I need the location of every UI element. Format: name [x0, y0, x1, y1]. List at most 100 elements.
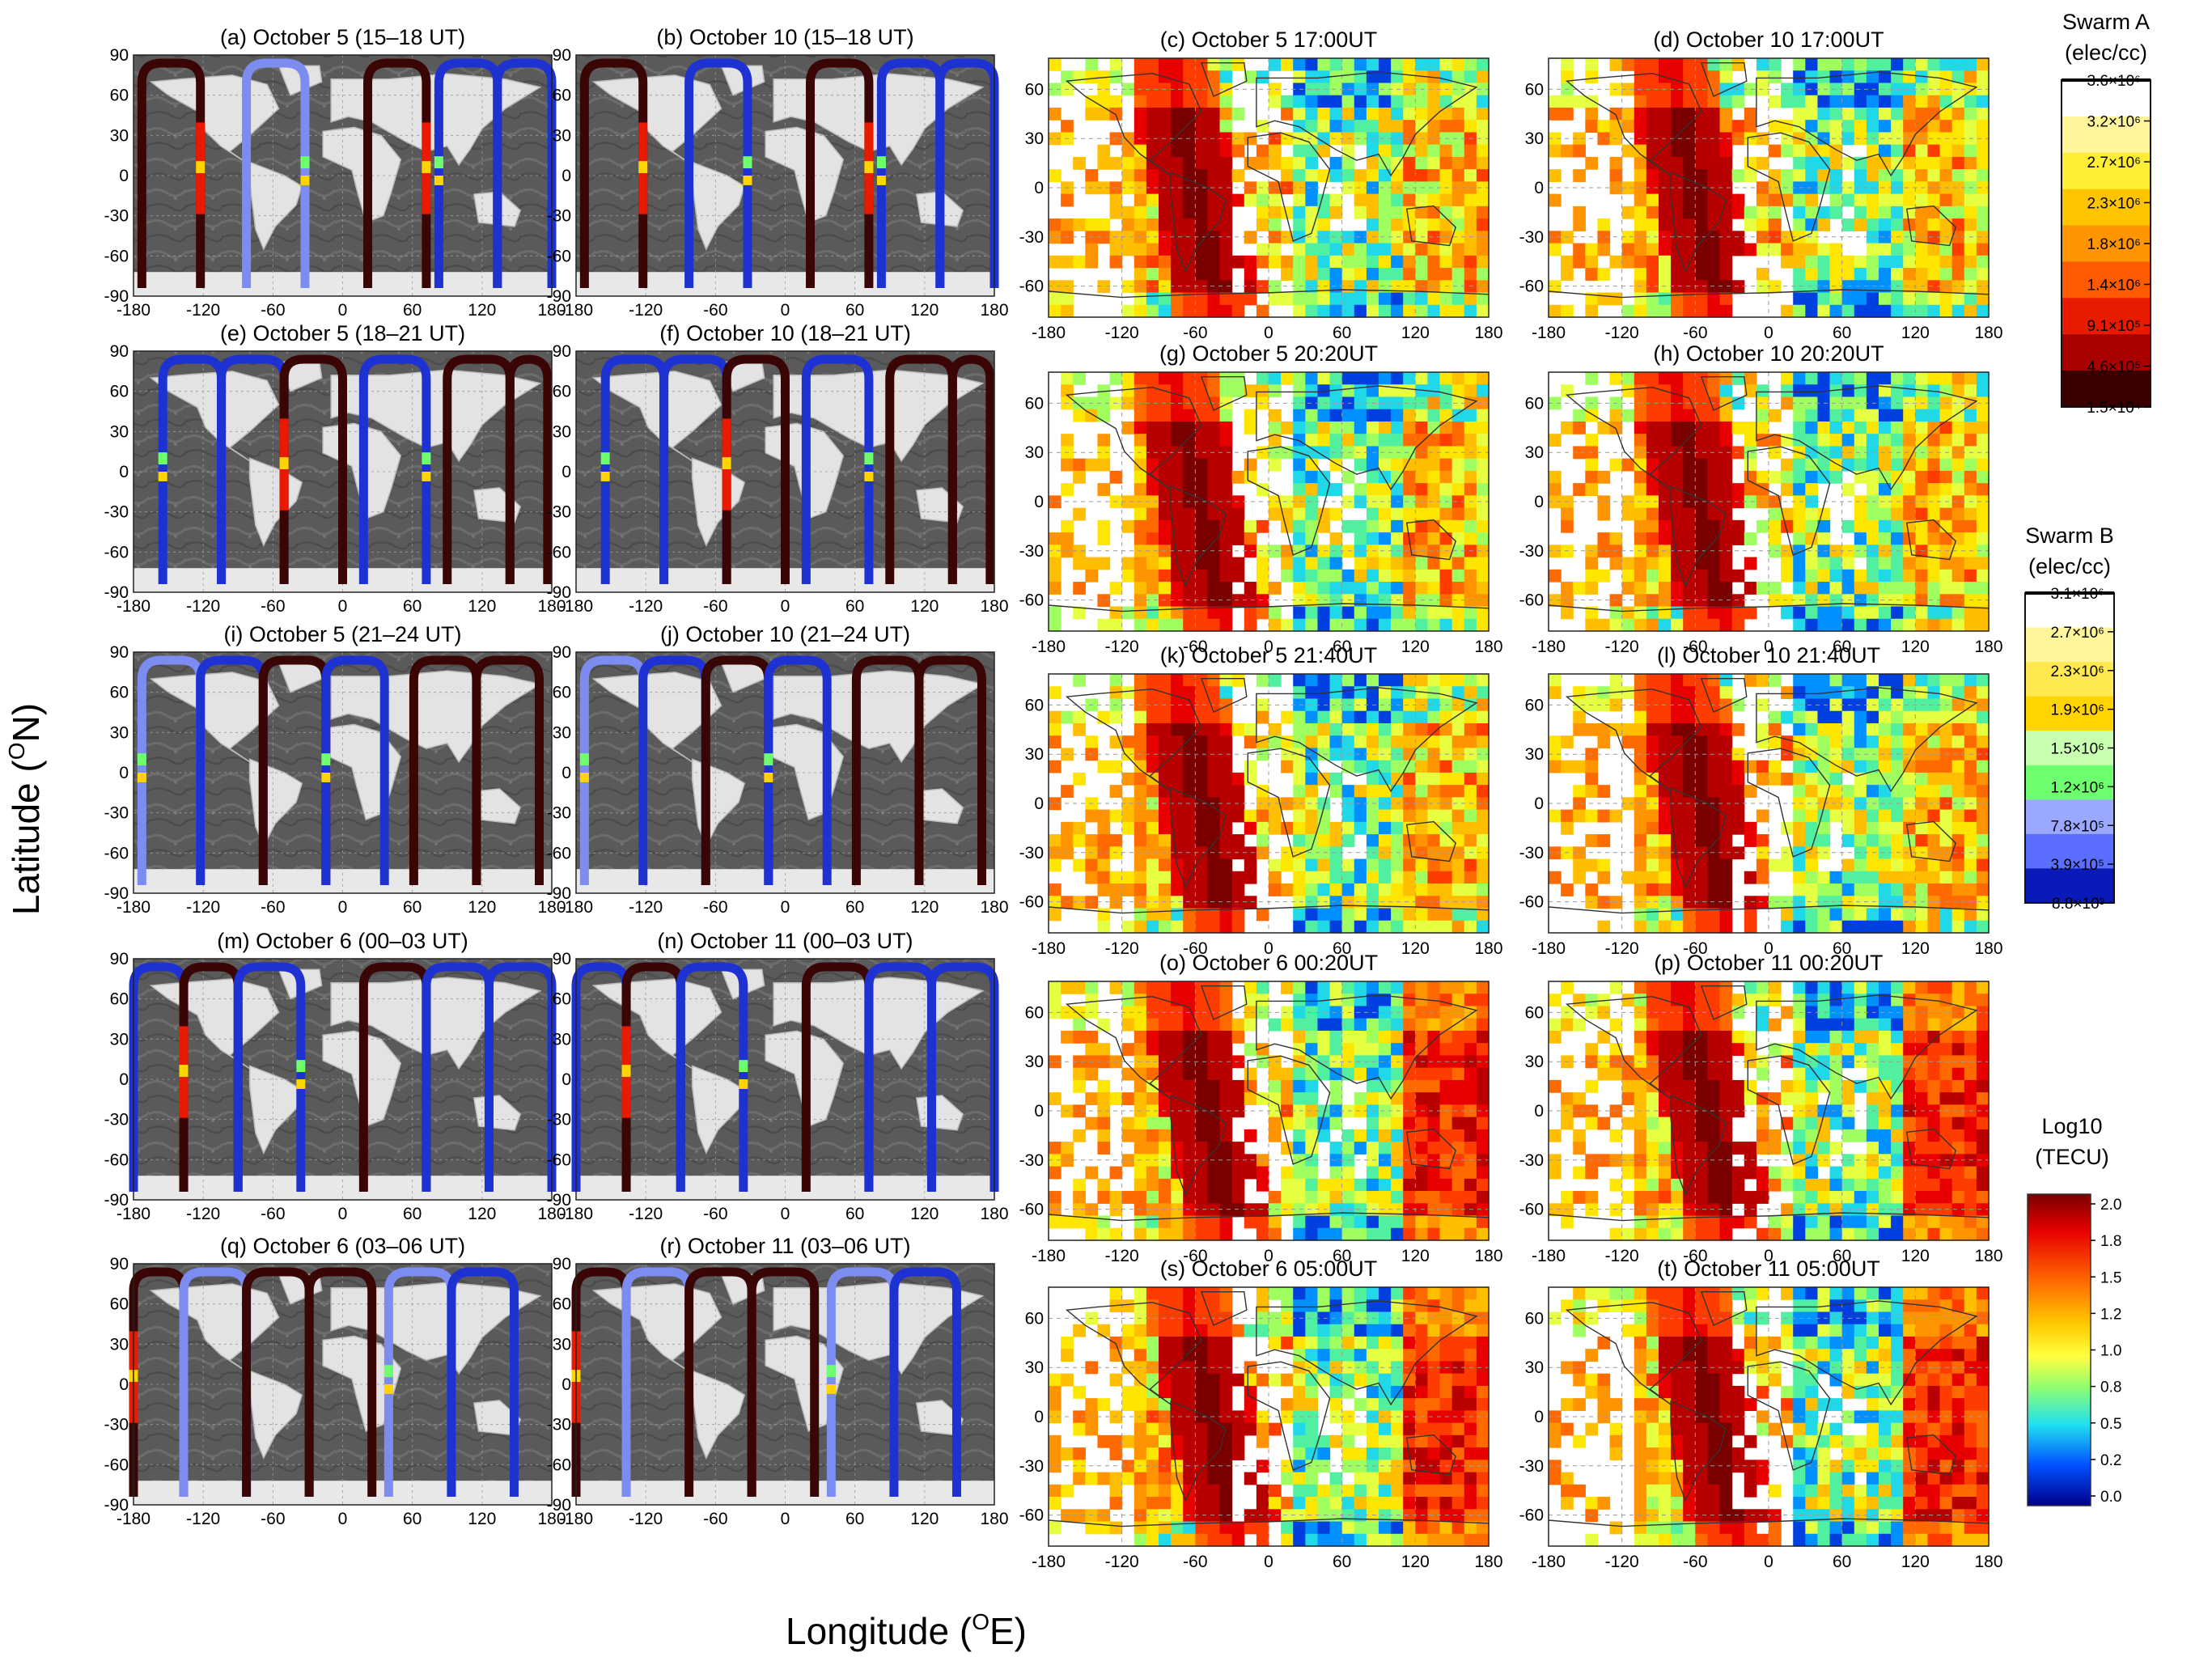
- lon-tick-label: 60: [1833, 1247, 1851, 1265]
- colorbar-units: (elec/cc): [2028, 554, 2111, 578]
- lon-tick-label: -60: [1183, 939, 1207, 958]
- lat-tick-label: 30: [1525, 1053, 1544, 1071]
- lat-tick-label: -30: [1519, 844, 1544, 862]
- panel-title: (d) October 10 17:00UT: [1653, 28, 1884, 52]
- satellite-track: [447, 1267, 519, 1497]
- y-axis-label: Latitude (ON): [4, 703, 47, 915]
- colorbar-label: 1.5×10⁶: [2051, 741, 2104, 758]
- lat-tick-label: 0: [119, 463, 129, 481]
- lat-tick-label: -60: [104, 844, 129, 862]
- colorbar-label: 0.8: [2100, 1379, 2121, 1396]
- lat-tick-label: 60: [1525, 696, 1544, 714]
- lon-tick-label: 120: [468, 301, 496, 320]
- panel-title: (j) October 10 (21–24 UT): [660, 622, 910, 646]
- panel-title: (o) October 6 00:20UT: [1159, 951, 1378, 975]
- lon-tick-label: 60: [1333, 1247, 1351, 1265]
- colorbar-label: 3.9×10⁵: [2050, 857, 2104, 874]
- lat-tick-label: -30: [1519, 1151, 1544, 1170]
- lon-tick-label: 60: [1833, 638, 1851, 656]
- lon-tick-label: 120: [468, 597, 496, 616]
- lon-tick-label: 0: [781, 1205, 790, 1223]
- lon-tick-label: -180: [117, 1510, 150, 1528]
- lon-tick-label: 180: [1474, 638, 1502, 656]
- lon-tick-label: -180: [559, 898, 593, 917]
- lat-tick-label: 0: [561, 167, 571, 185]
- lat-tick-label: 0: [1034, 1102, 1044, 1121]
- lat-tick-label: -60: [1519, 278, 1544, 296]
- colorbar-label: 1.2: [2100, 1306, 2121, 1323]
- colorbar: Swarm B (elec/cc) 3.1×10⁶ 2.7×10⁶ 2.3×10⁶ 1.9…: [2024, 523, 2115, 913]
- satellite-track: [914, 655, 986, 885]
- colorbar-segment: [2062, 116, 2151, 154]
- colorbar-title: Swarm B: [2025, 523, 2114, 548]
- colorbar-segment: [2025, 731, 2114, 766]
- lon-tick-label: -120: [1605, 638, 1639, 656]
- lon-tick-label: -180: [117, 301, 150, 320]
- swarm-panel: (r) October 11 (03–06 UT) 90 60 30 0 -30 -60 -9…: [547, 1234, 1009, 1528]
- lat-tick-label: -60: [1519, 591, 1544, 610]
- lat-tick-label: -60: [104, 247, 129, 265]
- lat-tick-label: -30: [1519, 228, 1544, 247]
- colorbar-label: 8.8×10³: [2052, 896, 2104, 913]
- panel-title: (g) October 5 20:20UT: [1159, 341, 1378, 366]
- lat-tick-label: 60: [1025, 394, 1044, 413]
- lat-tick-label: 60: [1025, 80, 1044, 99]
- lon-tick-label: -60: [261, 1510, 285, 1528]
- satellite-track: [764, 655, 832, 885]
- lon-tick-label: 0: [338, 898, 348, 917]
- lon-tick-label: -60: [1183, 638, 1207, 656]
- lon-tick-label: 120: [468, 898, 496, 917]
- lat-tick-label: -30: [547, 207, 571, 226]
- colorbar: Swarm A (elec/cc) 3.6×10⁶ 3.2×10⁶ 2.7×10⁶ 2.3…: [2061, 10, 2151, 417]
- lon-tick-label: -60: [1683, 1247, 1707, 1265]
- colorbar-label: 1.0: [2100, 1343, 2121, 1360]
- lon-tick-label: -60: [703, 1510, 727, 1528]
- lat-tick-label: -30: [1519, 542, 1544, 561]
- lon-tick-label: -120: [629, 597, 663, 616]
- colorbar-segment: [2062, 298, 2151, 335]
- satellite-track: [493, 58, 557, 288]
- lat-tick-label: -60: [1519, 893, 1544, 912]
- panel-title: (r) October 11 (03–06 UT): [659, 1234, 910, 1258]
- lon-tick-label: -120: [1105, 638, 1139, 656]
- lon-tick-label: 0: [781, 1510, 790, 1528]
- lat-tick-label: 60: [110, 87, 129, 105]
- colorbar-segment: [2062, 371, 2151, 408]
- lat-tick-label: 90: [553, 643, 571, 662]
- lat-tick-label: 0: [119, 1070, 129, 1089]
- lat-tick-label: 60: [1025, 1003, 1044, 1022]
- lon-tick-label: 120: [910, 301, 939, 320]
- lat-tick-label: 30: [1525, 129, 1544, 148]
- tec-panel: (h) October 10 20:20UT 60 30 0 -30 -60 -180 -12…: [1519, 341, 2003, 656]
- colorbar-units: (elec/cc): [2065, 40, 2147, 65]
- swarm-panel: (n) October 11 (00–03 UT) 90 60 30 0 -30 -60 -9…: [547, 929, 1009, 1223]
- lat-tick-label: 0: [119, 1375, 129, 1394]
- colorbar-label: 2.3×10⁶: [2051, 663, 2104, 680]
- satellite-track: [279, 354, 347, 584]
- lon-tick-label: 60: [403, 1510, 422, 1528]
- lon-tick-label: 60: [403, 597, 422, 616]
- colorbar-segment: [2025, 627, 2114, 663]
- lon-tick-label: 0: [1764, 324, 1773, 342]
- lat-tick-label: -30: [547, 1416, 571, 1434]
- lon-tick-label: 180: [980, 1510, 1008, 1528]
- lon-tick-label: 60: [1333, 1553, 1351, 1571]
- lon-tick-label: -180: [1532, 638, 1566, 656]
- lat-tick-label: -30: [104, 503, 129, 522]
- x-axis-label: Longitude (OE): [786, 1609, 1027, 1652]
- lon-tick-label: -180: [1032, 1553, 1066, 1571]
- lat-tick-label: -60: [547, 543, 571, 561]
- lon-tick-label: -180: [1032, 1247, 1066, 1265]
- lon-tick-label: 120: [1901, 638, 1930, 656]
- lon-tick-label: -120: [629, 301, 663, 320]
- lon-tick-label: 120: [1401, 1553, 1430, 1571]
- lon-tick-label: 60: [845, 1510, 864, 1528]
- panel-title: (s) October 6 05:00UT: [1160, 1256, 1378, 1281]
- lon-tick-label: -180: [1032, 939, 1066, 958]
- colorbar-label: 1.5: [2100, 1269, 2121, 1286]
- lon-tick-label: 0: [781, 301, 790, 320]
- satellite-track: [472, 655, 544, 885]
- panel-title: (a) October 5 (15–18 UT): [220, 25, 465, 49]
- colorbar-label: 2.3×10⁶: [2087, 196, 2141, 213]
- lat-tick-label: 60: [553, 990, 571, 1009]
